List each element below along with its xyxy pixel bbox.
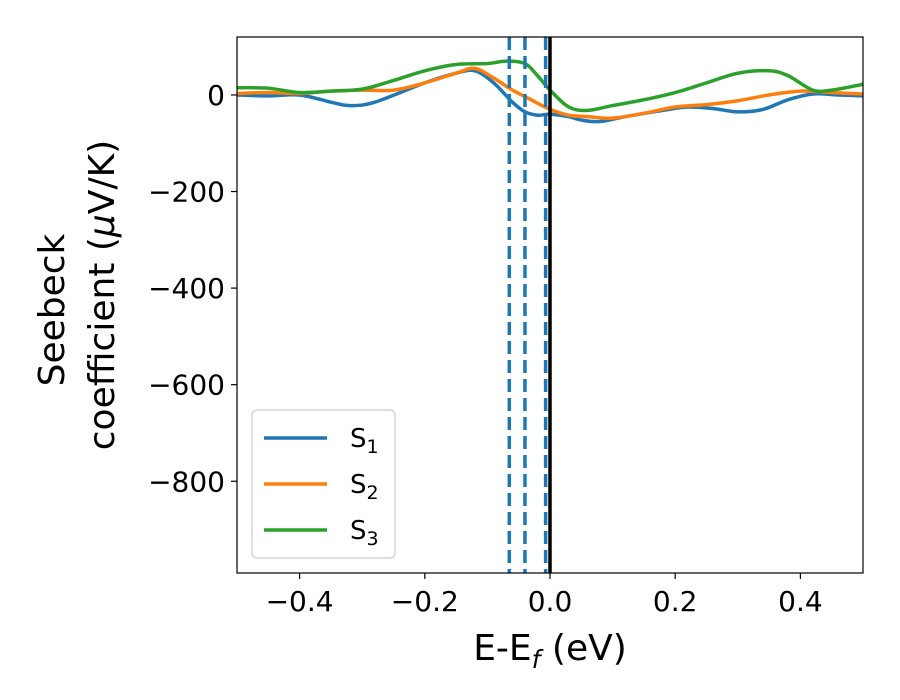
y-axis-title-line1: Seebeck: [32, 233, 73, 386]
plot-area: [237, 37, 863, 573]
x-tick-label: −0.2: [391, 585, 459, 618]
y-tick-label: −800: [148, 465, 225, 498]
x-axis-title: E-Ef (eV): [473, 628, 627, 674]
legend: S1 S2 S3: [251, 409, 396, 559]
x-tick-label: 0.0: [528, 585, 573, 618]
legend-label-s3: S3: [350, 516, 379, 550]
y-axis-title: Seebeck coefficient (μV/K): [32, 140, 123, 450]
x-tick-label: −0.4: [266, 585, 334, 618]
y-tick-label: −200: [148, 176, 225, 209]
y-tick-label: 0: [207, 79, 225, 112]
y-tick-label: −600: [148, 369, 225, 402]
legend-label-s2: S2: [350, 470, 379, 504]
x-tick-label: 0.4: [778, 585, 823, 618]
axes: −0.4 −0.2 0.0 0.2 0.4 0 −200 −400 −600 −800: [148, 36, 864, 618]
y-axis-title-line2: coefficient (μV/K): [82, 140, 123, 450]
legend-label-s1: S1: [350, 424, 379, 458]
axis-titles: E-Ef (eV) Seebeck coefficient (μV/K): [32, 140, 627, 674]
y-tick-label: −400: [148, 272, 225, 305]
x-tick-label: 0.2: [653, 585, 698, 618]
